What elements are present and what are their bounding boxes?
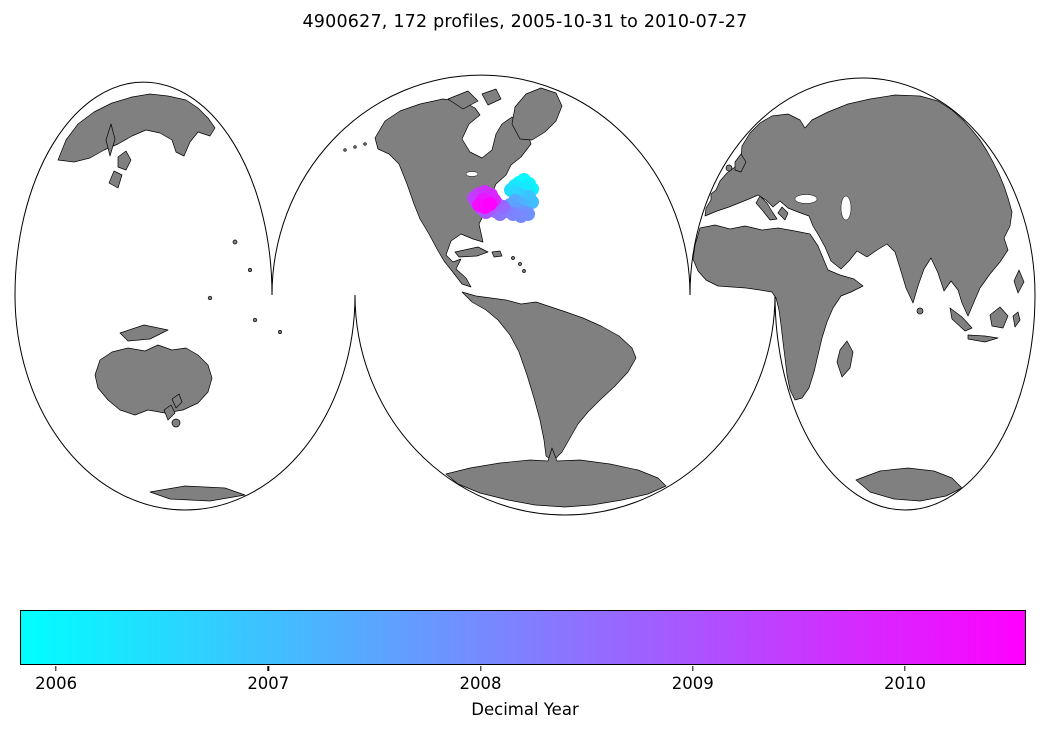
land-tasmania (171, 418, 181, 428)
island-antilles-3 (522, 269, 526, 273)
colorbar-tick-label: 2009 (671, 674, 714, 693)
land-japan-north (117, 150, 132, 171)
land-borneo (989, 306, 1009, 329)
colorbar-tick-mark (267, 666, 270, 671)
land-greece (777, 206, 789, 221)
land-arctic-islands-2 (481, 88, 502, 106)
colorbar-tick-label: 2006 (35, 674, 78, 693)
world-map-svg (14, 74, 1036, 516)
lake-caspian-sea (840, 195, 852, 221)
land-madagascar (836, 340, 854, 378)
land-japan-south (108, 170, 123, 189)
island-antilles-1 (511, 256, 515, 260)
colorbar-tick-mark (479, 666, 482, 671)
colorbar-tick-mark (904, 666, 906, 671)
colorbar-tick-label: 2010 (884, 674, 927, 693)
island-aleutian-2 (353, 145, 357, 149)
profile-point (483, 197, 497, 211)
colorbar-gradient (20, 610, 1026, 665)
island-aleutian-1 (343, 148, 347, 152)
island-pacific-2 (248, 268, 252, 272)
land-cuba (454, 246, 489, 258)
land-south-america (461, 291, 637, 462)
land-new-zealand-north (171, 393, 183, 409)
land-eurasia (704, 94, 1013, 317)
land-hispaniola (491, 250, 503, 258)
colorbar-tick-mark (692, 666, 694, 671)
land-northeast-asia (57, 93, 216, 163)
island-aleutian-3 (363, 142, 367, 146)
land-greenland (511, 87, 563, 141)
island-pacific-1 (232, 239, 238, 245)
colorbar-tick-label: 2008 (459, 674, 502, 693)
island-pacific-3 (252, 317, 258, 323)
colorbar-tick-label: 2007 (247, 674, 290, 693)
land-new-guinea (119, 324, 169, 342)
land-philippines (1013, 269, 1025, 294)
island-pacific-5 (207, 295, 213, 301)
land-new-zealand-south (163, 404, 176, 421)
land-java (967, 334, 999, 343)
colorbar-axis-label: Decimal Year (471, 700, 579, 719)
land-antarctica-left (149, 485, 246, 502)
lake-black-sea (794, 194, 818, 204)
land-sulawesi (1012, 311, 1021, 328)
colorbar-tick-mark (55, 666, 57, 671)
profile-scatter-points (467, 173, 539, 223)
land-arctic-islands-1 (447, 90, 479, 110)
land-great-britain (734, 153, 747, 173)
land-ireland (725, 164, 733, 172)
land-antarctica-middle (445, 447, 667, 508)
lake-great-lakes (465, 171, 479, 177)
land-australia (94, 344, 213, 416)
colorbar-ticks: 2006 2007 2008 2009 2010 (20, 666, 1026, 706)
land-sumatra (949, 307, 973, 332)
land-sakhalin (105, 123, 116, 157)
figure-title: 4900627, 172 profiles, 2005-10-31 to 201… (302, 12, 748, 32)
land-sri-lanka (916, 307, 924, 315)
land-africa (692, 224, 864, 401)
land-antarctica-right (855, 467, 963, 502)
island-pacific-4 (278, 330, 282, 334)
land-italy (755, 195, 778, 221)
island-antilles-2 (518, 262, 522, 266)
continents-group (57, 87, 1025, 508)
